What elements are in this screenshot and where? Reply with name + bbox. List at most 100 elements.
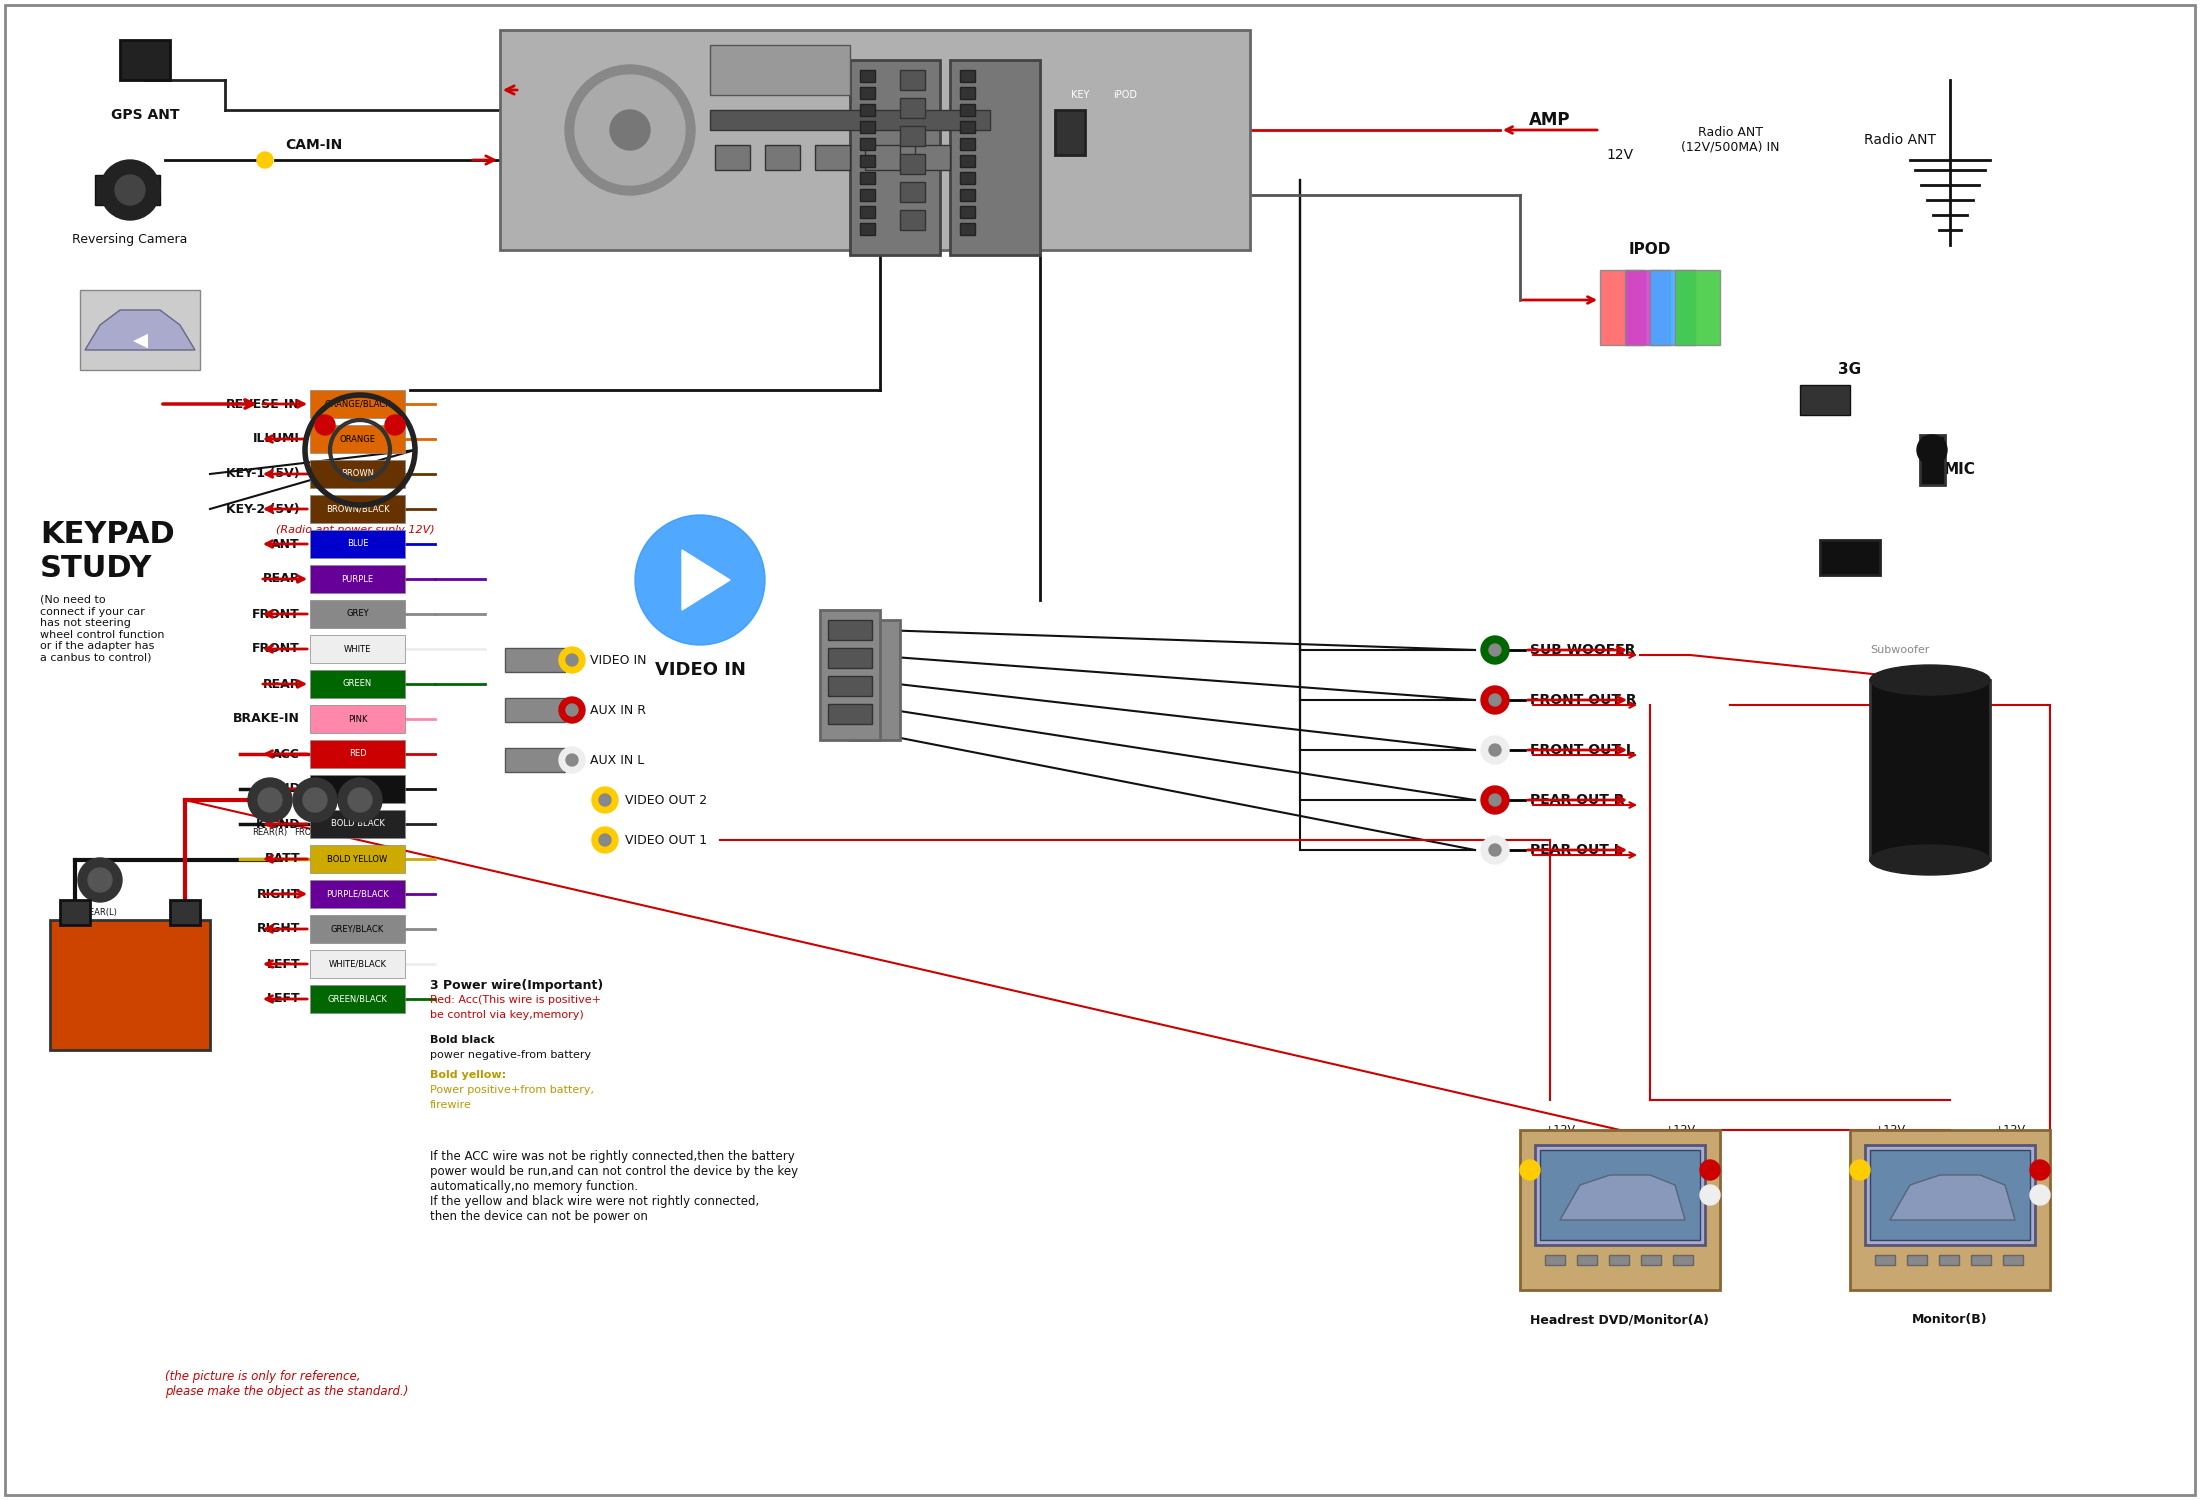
Text: AMP: AMP: [1529, 111, 1571, 129]
Text: FRONT: FRONT: [253, 608, 299, 621]
Bar: [959, 154, 975, 166]
Text: Radio ANT: Radio ANT: [1863, 134, 1936, 147]
Circle shape: [1489, 844, 1500, 856]
Bar: [860, 138, 876, 150]
Bar: [959, 206, 975, 218]
Bar: [121, 40, 169, 80]
Text: REAR(L): REAR(L): [84, 908, 117, 916]
Bar: [860, 189, 876, 201]
Text: SUB WOOFER: SUB WOOFER: [1529, 644, 1635, 657]
Text: VIDEO OUT 1: VIDEO OUT 1: [625, 834, 706, 846]
Text: FRONT: FRONT: [253, 642, 299, 656]
Bar: [860, 104, 876, 116]
Bar: [1536, 1144, 1705, 1245]
Text: PEAR OUT L: PEAR OUT L: [1529, 843, 1624, 856]
Text: Headrest DVD/Monitor(A): Headrest DVD/Monitor(A): [1531, 1314, 1709, 1326]
Bar: [2002, 1256, 2024, 1264]
Bar: [959, 122, 975, 134]
Text: WHITE: WHITE: [343, 645, 372, 654]
Text: AUX IN R: AUX IN R: [590, 704, 647, 717]
Text: GREEN: GREEN: [343, 680, 372, 688]
Bar: [959, 172, 975, 184]
Bar: [1520, 1130, 1720, 1290]
Text: Radio ANT
(12V/500MA) IN: Radio ANT (12V/500MA) IN: [1681, 126, 1780, 154]
Text: VIDEO IN: VIDEO IN: [590, 654, 647, 666]
Bar: [860, 224, 876, 236]
Text: BLUE: BLUE: [348, 540, 367, 549]
Circle shape: [559, 646, 585, 674]
Circle shape: [77, 858, 121, 901]
Bar: [860, 122, 876, 134]
Text: USB: USB: [1844, 562, 1877, 578]
Text: KEY: KEY: [1071, 90, 1089, 101]
Bar: [860, 154, 876, 166]
Circle shape: [559, 698, 585, 723]
Text: WHITE/BLACK: WHITE/BLACK: [328, 960, 387, 969]
Text: Reversing Camera: Reversing Camera: [73, 234, 187, 246]
Text: GND: GND: [268, 783, 299, 795]
Text: RED: RED: [348, 750, 367, 759]
Text: PINK: PINK: [348, 714, 367, 723]
Circle shape: [88, 868, 112, 892]
Text: ORANGE: ORANGE: [339, 435, 376, 444]
Text: +12V: +12V: [1995, 1125, 2026, 1136]
Circle shape: [1701, 1185, 1720, 1204]
Bar: [849, 620, 900, 740]
Text: GND: GND: [1998, 1140, 2022, 1150]
Bar: [766, 146, 801, 170]
Text: (No need to
connect if your car
has not steering
wheel control function
or if th: (No need to connect if your car has not …: [40, 596, 165, 663]
Bar: [1626, 270, 1670, 345]
Bar: [506, 698, 565, 721]
Text: If the ACC wire was not be rightly connected,then the battery
power would be run: If the ACC wire was not be rightly conne…: [429, 1150, 799, 1222]
Circle shape: [1489, 694, 1500, 706]
Bar: [506, 748, 565, 772]
Circle shape: [1489, 794, 1500, 806]
Bar: [865, 146, 900, 170]
Bar: [1641, 1256, 1661, 1264]
Text: GND: GND: [1668, 1140, 1692, 1150]
Bar: [1870, 1150, 2031, 1240]
Bar: [310, 495, 405, 524]
Text: GPS ANT: GPS ANT: [110, 108, 178, 122]
Circle shape: [2031, 1185, 2050, 1204]
Bar: [900, 154, 924, 174]
Text: GREY: GREY: [345, 609, 370, 618]
Bar: [1056, 110, 1085, 154]
Circle shape: [598, 794, 612, 806]
Text: REAR: REAR: [262, 678, 299, 690]
Text: MIC: MIC: [1945, 462, 1976, 477]
Bar: [715, 146, 750, 170]
Bar: [900, 126, 924, 146]
Bar: [900, 98, 924, 118]
Text: ORANGE/BLACK: ORANGE/BLACK: [323, 399, 392, 408]
Text: RIGHT: RIGHT: [257, 888, 299, 900]
Circle shape: [1520, 1160, 1540, 1180]
Circle shape: [1481, 836, 1509, 864]
Circle shape: [257, 788, 282, 812]
Bar: [499, 30, 1250, 251]
Circle shape: [99, 160, 161, 220]
Bar: [860, 206, 876, 218]
Text: GND: GND: [1547, 1140, 1573, 1150]
Bar: [1672, 1256, 1694, 1264]
Bar: [1800, 386, 1850, 416]
Bar: [1866, 1144, 2035, 1245]
Bar: [310, 740, 405, 768]
Bar: [711, 110, 990, 130]
Bar: [1540, 1150, 1701, 1240]
Circle shape: [592, 827, 618, 854]
Bar: [959, 87, 975, 99]
Circle shape: [1916, 435, 1947, 465]
Circle shape: [249, 778, 293, 822]
Bar: [310, 566, 405, 592]
Bar: [959, 70, 975, 82]
Circle shape: [2031, 1160, 2050, 1180]
Text: Red: Acc(This wire is positive+: Red: Acc(This wire is positive+: [429, 994, 601, 1005]
Bar: [1907, 1256, 1927, 1264]
Text: FRONT(R): FRONT(R): [295, 828, 337, 837]
Text: (Radio ant power suply 12V): (Radio ant power suply 12V): [275, 525, 433, 536]
Bar: [1577, 1256, 1597, 1264]
Bar: [310, 915, 405, 944]
Polygon shape: [682, 550, 730, 610]
Circle shape: [565, 654, 579, 666]
